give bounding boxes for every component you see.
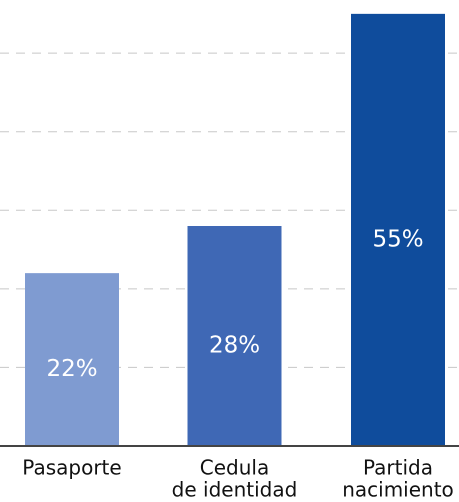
value-label: 22% xyxy=(46,356,97,382)
x-tick-label: Partida xyxy=(363,456,433,480)
bar xyxy=(25,273,119,446)
bar xyxy=(187,226,282,446)
x-tick-label: de identidad xyxy=(172,478,298,502)
value-label: 55% xyxy=(372,226,423,252)
x-tick-label: Pasaporte xyxy=(22,456,121,480)
x-tick-label: nacimiento xyxy=(342,478,454,502)
x-tick-label: Cedula xyxy=(200,456,269,480)
bar xyxy=(351,13,445,446)
value-label: 28% xyxy=(209,333,260,359)
